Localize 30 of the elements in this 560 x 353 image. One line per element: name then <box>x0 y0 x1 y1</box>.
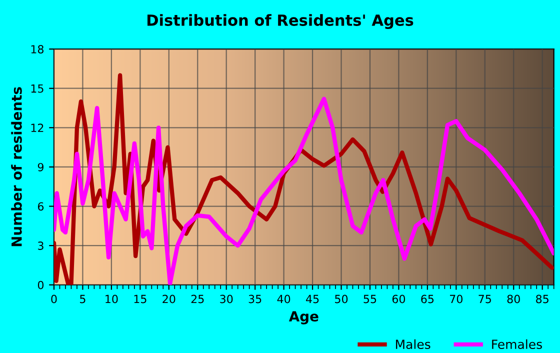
y-tick-label: 0 <box>38 280 44 290</box>
chart-title: Distribution of Residents' Ages <box>147 14 414 30</box>
x-tick-label: 85 <box>536 294 548 304</box>
x-tick-label: 0 <box>51 294 57 304</box>
x-tick-label: 80 <box>507 294 520 304</box>
x-tick-label: 25 <box>191 294 204 304</box>
x-tick-label: 40 <box>277 294 290 304</box>
legend-label: Males <box>396 339 430 350</box>
legend-label: Females <box>492 339 542 350</box>
x-tick-label: 70 <box>450 294 462 304</box>
y-tick-label: 18 <box>31 45 44 54</box>
x-tick-label: 55 <box>364 294 376 304</box>
y-tick-label: 9 <box>38 162 44 172</box>
y-tick-label: 3 <box>38 242 44 250</box>
y-tick-label: 12 <box>31 124 44 132</box>
x-tick-label: 35 <box>248 294 262 304</box>
x-tick-label: 60 <box>392 294 406 304</box>
x-tick-label: 75 <box>478 294 491 304</box>
x-axis-title: Age <box>288 311 318 324</box>
x-tick-label: 45 <box>306 294 319 304</box>
x-tick-label: 20 <box>162 294 176 304</box>
x-tick-label: 50 <box>335 294 348 304</box>
x-tick-label: 15 <box>134 294 146 304</box>
x-tick-label: 5 <box>80 294 86 304</box>
x-tick-label: 65 <box>421 294 434 304</box>
x-tick-label: 10 <box>106 294 118 304</box>
y-tick-label: 15 <box>31 84 44 93</box>
x-tick-label: 30 <box>220 294 233 304</box>
y-axis-title: Number of residents <box>11 87 22 246</box>
y-tick-label: 6 <box>38 202 44 211</box>
